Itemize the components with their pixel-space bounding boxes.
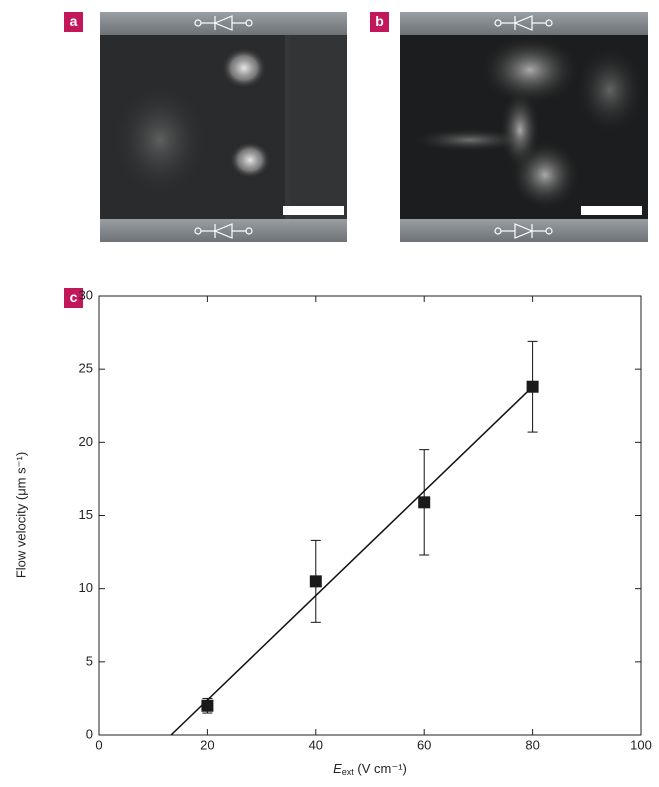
y-tick-label: 25 xyxy=(79,361,93,376)
y-tick-label: 30 xyxy=(79,287,93,302)
x-label-rest: (V cm⁻¹) xyxy=(354,761,407,776)
panel-label: b xyxy=(375,13,384,29)
x-label-main: E xyxy=(333,761,342,776)
panel-a-image xyxy=(100,12,347,242)
y-tick-label: 15 xyxy=(79,507,93,522)
marker xyxy=(418,496,430,508)
x-label-sub: ext xyxy=(342,767,355,777)
x-axis-label: Eext (V cm⁻¹) xyxy=(333,761,407,777)
y-tick-label: 0 xyxy=(86,726,93,741)
marker xyxy=(310,575,322,587)
x-tick-label: 80 xyxy=(525,737,539,752)
y-axis-label: Flow velocity (μm s⁻¹) xyxy=(13,452,28,578)
y-tick-label: 5 xyxy=(86,653,93,668)
figure: a b c Flow velocity (μm s⁻¹) Eext (V cm⁻… xyxy=(0,0,659,782)
y-tick-label: 10 xyxy=(79,580,93,595)
x-tick-label: 40 xyxy=(309,737,323,752)
x-tick-label: 60 xyxy=(417,737,431,752)
marker xyxy=(527,381,539,393)
panel-b-image xyxy=(400,12,648,242)
y-tick-label: 20 xyxy=(79,434,93,449)
x-tick-label: 20 xyxy=(200,737,214,752)
fit-line xyxy=(171,387,533,735)
marker xyxy=(201,700,213,712)
panel-label: c xyxy=(70,289,78,305)
x-tick-label: 100 xyxy=(630,737,652,752)
panel-label: a xyxy=(70,13,78,29)
plot-frame xyxy=(99,296,641,735)
x-tick-label: 0 xyxy=(95,737,102,752)
